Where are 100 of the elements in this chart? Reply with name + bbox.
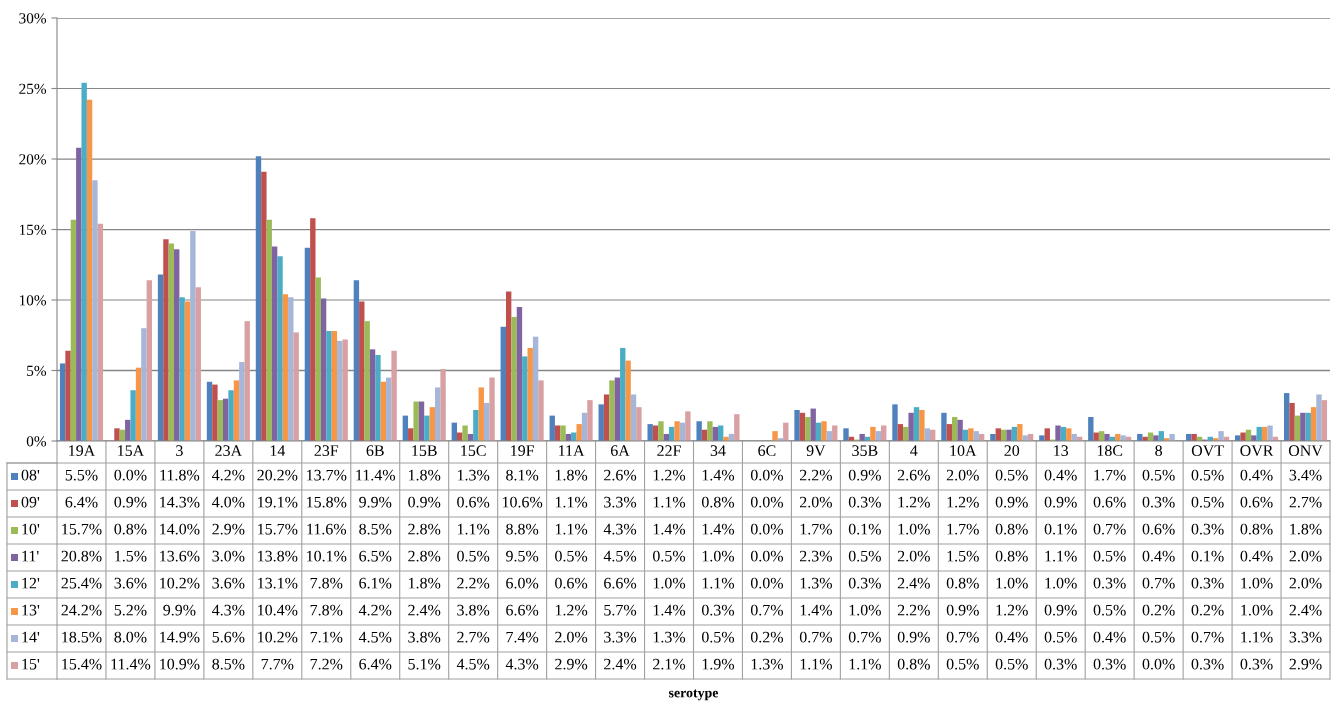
- data-label: 2.7%: [1289, 496, 1322, 508]
- data-label: 0.6%: [1142, 523, 1175, 535]
- data-label: 0.0%: [1142, 658, 1175, 670]
- data-label: 0.8%: [1240, 523, 1273, 535]
- x-tick-label: 19F: [511, 445, 534, 456]
- data-label: 0.9%: [897, 631, 930, 643]
- data-label: 4.2%: [212, 469, 245, 481]
- data-label: 6.4%: [359, 658, 392, 670]
- x-tick-label: 20: [1004, 445, 1020, 456]
- data-label: 0.7%: [1191, 631, 1224, 643]
- data-label: 0.3%: [1044, 658, 1077, 670]
- data-label: 3.3%: [1289, 631, 1322, 643]
- data-label: 13.7%: [307, 469, 347, 481]
- data-label: 1.1%: [457, 523, 490, 535]
- data-label: 2.6%: [897, 469, 930, 481]
- data-label: 2.8%: [408, 550, 441, 562]
- data-label: 10.6%: [502, 496, 543, 508]
- data-label: 0.4%: [1142, 550, 1175, 562]
- data-label: 6.6%: [604, 577, 637, 589]
- data-label: 6.5%: [359, 550, 392, 562]
- data-label: 1.3%: [457, 469, 490, 481]
- data-label: 11.4%: [111, 658, 151, 670]
- text: serotype: [668, 689, 719, 701]
- data-label: 2.4%: [604, 658, 637, 670]
- x-tick-label: OVR: [1240, 445, 1274, 457]
- data-label: 2.8%: [408, 523, 441, 535]
- data-label: 6.4%: [65, 496, 98, 508]
- data-label: 1.5%: [947, 550, 979, 562]
- data-label: 9.5%: [506, 550, 539, 562]
- data-label: 14.3%: [160, 496, 200, 508]
- legend-label: 13': [22, 604, 40, 616]
- data-label: 1.8%: [408, 469, 441, 481]
- data-label: 0.8%: [946, 577, 979, 589]
- data-label: 3.6%: [212, 577, 245, 589]
- data-label: 1.0%: [996, 577, 1028, 589]
- data-label: 1.8%: [555, 469, 588, 481]
- data-label: 0.7%: [848, 631, 881, 643]
- data-label: 0.5%: [457, 550, 490, 562]
- data-label: 0.6%: [457, 496, 490, 508]
- data-label: 1.2%: [996, 604, 1028, 616]
- data-label: 1.0%: [702, 550, 735, 562]
- data-label: 0.5%: [848, 550, 881, 562]
- data-label: 1.2%: [898, 496, 930, 508]
- y-tick-label: 20%: [19, 154, 47, 165]
- data-label: 0.4%: [1240, 469, 1273, 481]
- data-label: 3.3%: [604, 496, 637, 508]
- x-tick-label: 4: [910, 445, 918, 456]
- data-label: 7.8%: [310, 577, 343, 589]
- data-label: 0.6%: [555, 577, 588, 589]
- data-label: 0.6%: [1093, 496, 1126, 508]
- data-label: 5.6%: [212, 631, 245, 643]
- x-tick-label: 15A: [118, 445, 145, 456]
- data-label: 1.4%: [702, 523, 735, 535]
- data-label: 0.3%: [1093, 658, 1126, 670]
- data-label: 2.1%: [653, 658, 686, 670]
- x-tick-label: 8: [1155, 445, 1163, 456]
- data-label: 10.9%: [160, 658, 200, 670]
- data-label: 1.1%: [1045, 550, 1077, 562]
- data-label: 0.2%: [750, 631, 784, 643]
- data-label: 2.0%: [897, 550, 930, 562]
- data-label: 11.4%: [356, 469, 396, 481]
- data-label: 1.1%: [653, 496, 686, 508]
- data-label: 1.2%: [555, 604, 588, 616]
- data-label: 0.7%: [1093, 523, 1126, 535]
- data-label: 1.1%: [849, 658, 881, 670]
- data-label: 0.5%: [1142, 469, 1175, 481]
- data-label: 3.0%: [212, 550, 245, 562]
- data-label: 1.0%: [1045, 577, 1077, 589]
- data-label: 9.9%: [163, 604, 196, 616]
- data-label: 1.0%: [898, 523, 930, 535]
- data-label: 14.9%: [160, 631, 200, 643]
- data-label: 4.0%: [212, 496, 245, 508]
- data-label: 0.0%: [750, 550, 784, 562]
- data-label: 1.1%: [702, 577, 735, 589]
- data-label: 1.0%: [1241, 577, 1273, 589]
- y-tick-label: 30%: [19, 13, 47, 24]
- data-label: 2.0%: [555, 631, 588, 643]
- data-label: 4.2%: [358, 604, 392, 616]
- data-label: 14.0%: [160, 523, 200, 535]
- data-label: 0.8%: [701, 496, 735, 508]
- legend-label: 14': [22, 631, 40, 643]
- data-label: 20.8%: [61, 550, 102, 562]
- x-tick-label: 9V: [806, 445, 826, 457]
- data-label: 7.1%: [310, 631, 343, 643]
- data-label: 0.5%: [946, 658, 979, 670]
- data-label: 13.8%: [258, 550, 298, 562]
- data-label: 7.4%: [506, 631, 539, 643]
- data-label: 3.8%: [408, 631, 441, 643]
- data-label: 0.3%: [701, 604, 735, 616]
- y-tick-label: 15%: [19, 224, 47, 235]
- data-label: 9.9%: [359, 496, 392, 508]
- data-label: 0.3%: [1191, 577, 1224, 589]
- data-label: 0.5%: [1142, 631, 1175, 643]
- data-label: 0.2%: [1191, 604, 1224, 616]
- data-label: 1.1%: [800, 658, 832, 670]
- data-label: 0.9%: [848, 469, 881, 481]
- data-label: 0.4%: [1093, 631, 1126, 643]
- x-tick-label: 3: [176, 445, 183, 456]
- data-label: 10.2%: [160, 577, 200, 589]
- x-tick-label: 22F: [657, 445, 681, 456]
